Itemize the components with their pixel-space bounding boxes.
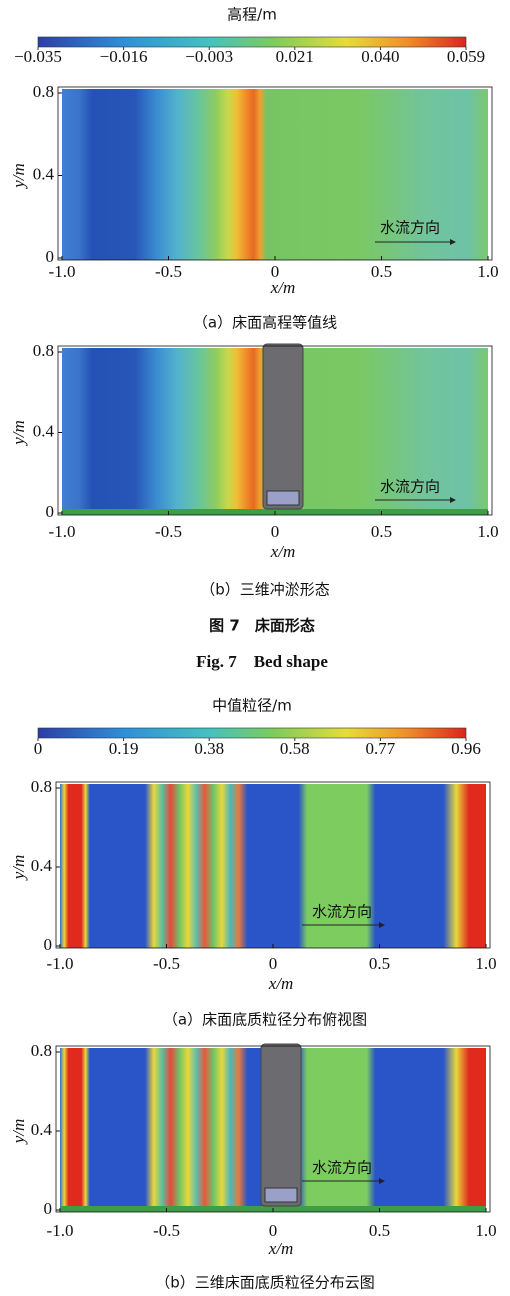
colorbar-tick-label: 0.96 xyxy=(451,739,481,758)
x-tick-label: 1.0 xyxy=(477,522,498,541)
colorbar-tick-label: 0 xyxy=(34,739,43,758)
x-axis-label: x/m xyxy=(268,974,294,993)
y-tick-label: 0 xyxy=(44,1199,53,1218)
y-tick-label: 0.8 xyxy=(33,82,54,101)
x-axis-label: x/m xyxy=(270,278,296,297)
x-tick-label: -1.0 xyxy=(47,954,74,973)
y-tick-label: 0.4 xyxy=(31,856,53,875)
y-axis-label: y/m xyxy=(9,420,28,447)
y-tick-label: 0.8 xyxy=(33,341,54,360)
x-tick-label: -0.5 xyxy=(155,522,182,541)
y-tick-label: 0.4 xyxy=(31,1120,53,1139)
colorbar-tick-label: 0.059 xyxy=(447,47,485,66)
panel-caption: （a）床面高程等值线 xyxy=(193,314,337,332)
x-tick-label: 0.5 xyxy=(371,522,392,541)
y-tick-label: 0.4 xyxy=(33,421,55,440)
x-tick-label: 1.0 xyxy=(475,954,496,973)
y-tick-label: 0.8 xyxy=(31,1041,52,1060)
flow-direction-label: 水流方向 xyxy=(380,219,440,237)
figure-title: 图 7 床面形态 xyxy=(209,617,315,635)
figure-page: 高程/m −0.035 −0.016 −0.003 0.021 0.040 0.059 中值粒… xyxy=(0,0,510,1296)
x-tick-label: -0.5 xyxy=(155,262,182,281)
x-tick-label: 0 xyxy=(271,522,280,541)
pier xyxy=(261,1044,301,1206)
colorbar-tick-label: 0.021 xyxy=(276,47,314,66)
y-axis-label: y/m xyxy=(9,855,28,882)
colorbar-tick-label: 0.19 xyxy=(109,739,139,758)
x-tick-label: -0.5 xyxy=(153,954,180,973)
colorbar-tick-label: 0.38 xyxy=(194,739,224,758)
figure-title-en: Fig. 7 Bed shape xyxy=(196,652,328,671)
panel-caption: （a）床面底质粒径分布俯视图 xyxy=(163,1011,367,1029)
panel-caption: （b）三维床面底质粒径分布云图 xyxy=(155,1274,375,1292)
pier-base xyxy=(267,491,299,505)
colorbar-tick-label: 0.040 xyxy=(361,47,399,66)
y-tick-label: 0.4 xyxy=(33,164,55,183)
colorbar-label: 高程/m xyxy=(227,6,277,24)
x-tick-label: -1.0 xyxy=(49,522,76,541)
y-tick-label: 0 xyxy=(46,247,55,266)
x-tick-label: 0 xyxy=(269,954,278,973)
x-tick-label: 0.5 xyxy=(369,1221,390,1240)
colorbar-tick-label: 0.58 xyxy=(280,739,310,758)
x-axis-label: x/m xyxy=(268,1239,294,1258)
field xyxy=(60,784,486,948)
y-axis-label: y/m xyxy=(9,1119,28,1146)
colorbar-tick-label: −0.016 xyxy=(100,47,148,66)
x-tick-label: 0.5 xyxy=(371,262,392,281)
panel-caption: （b）三维冲淤形态 xyxy=(200,581,330,599)
pier-base xyxy=(265,1188,297,1202)
flow-direction-label: 水流方向 xyxy=(380,478,440,496)
colorbar xyxy=(38,728,466,738)
x-tick-label: 0.5 xyxy=(369,954,390,973)
colorbar-label: 中值粒径/m xyxy=(212,697,292,715)
pier xyxy=(263,344,303,509)
y-tick-label: 0 xyxy=(46,502,55,521)
x-tick-label: 0 xyxy=(269,1221,278,1240)
x-tick-label: 1.0 xyxy=(477,262,498,281)
y-tick-label: 0.8 xyxy=(31,777,52,796)
colorbar-tick-label: 0.77 xyxy=(366,739,396,758)
x-tick-label: -1.0 xyxy=(47,1221,74,1240)
colorbar xyxy=(38,37,466,47)
colorbar-tick-label: −0.003 xyxy=(185,47,233,66)
flow-direction-label: 水流方向 xyxy=(312,903,372,921)
flow-direction-label: 水流方向 xyxy=(312,1159,372,1177)
x-axis-label: x/m xyxy=(270,542,296,561)
colorbar-tick-label: −0.035 xyxy=(14,47,62,66)
x-tick-label: 1.0 xyxy=(475,1221,496,1240)
x-tick-label: -0.5 xyxy=(153,1221,180,1240)
y-tick-label: 0 xyxy=(44,935,53,954)
y-axis-label: y/m xyxy=(9,163,28,190)
